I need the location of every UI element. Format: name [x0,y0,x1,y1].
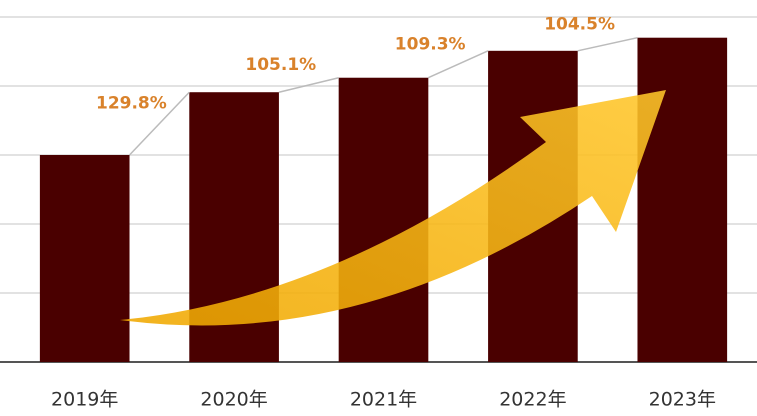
growth-label: 109.3% [395,34,466,54]
growth-label: 129.8% [96,94,167,114]
growth-label: 105.1% [245,55,316,75]
labels: 2019年 2020年 2021年 2022年 2023年 129.8% 105.1% 109… [51,14,716,410]
x-tick-label: 2020年 [200,389,267,411]
growth-label: 104.5% [544,14,615,34]
x-tick-label: 2023年 [649,389,716,411]
growth-connector [278,76,339,93]
growth-connector [577,36,638,52]
bar [39,155,130,362]
x-tick-label: 2019年 [51,389,118,411]
bar [338,77,429,362]
bar [637,37,728,362]
x-tick-label: 2021年 [350,389,417,411]
x-tick-label: 2022年 [499,389,566,411]
growth-connector [428,50,489,79]
growth-connector [128,91,190,156]
trend-arrow [120,90,666,326]
